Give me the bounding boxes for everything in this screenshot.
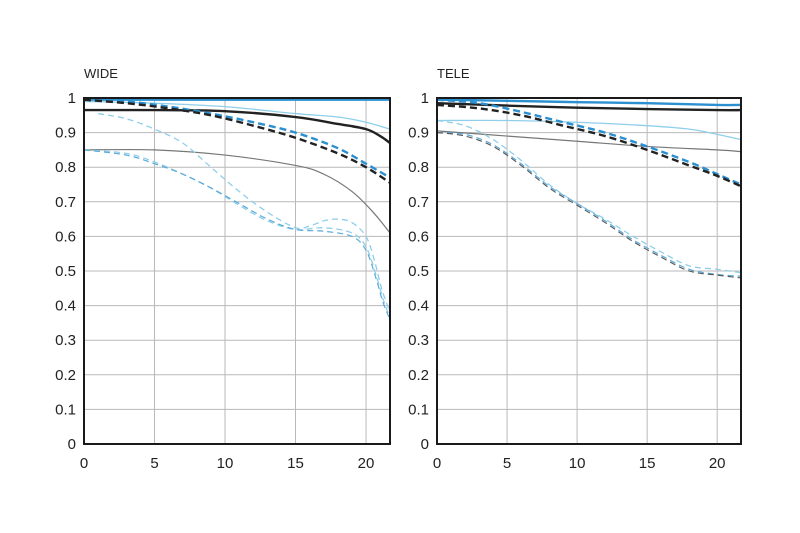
plot-frame bbox=[436, 97, 742, 445]
y-tick-label: 1 bbox=[421, 90, 429, 107]
plot-frame bbox=[83, 97, 391, 445]
series-line-2 bbox=[436, 101, 742, 112]
series-line-4 bbox=[83, 98, 391, 179]
x-tick-label: 10 bbox=[569, 455, 586, 472]
series-line-8 bbox=[83, 149, 391, 318]
y-tick-label: 0.4 bbox=[55, 298, 76, 315]
y-tick-label: 0.8 bbox=[408, 159, 429, 176]
y-tick-label: 0 bbox=[421, 436, 429, 453]
series-line-3 bbox=[83, 100, 391, 130]
x-tick-label: 0 bbox=[433, 455, 441, 472]
y-tick-label: 0 bbox=[68, 436, 76, 453]
y-tick-label: 0.3 bbox=[55, 332, 76, 349]
x-tick-label: 10 bbox=[217, 455, 234, 472]
chart-title: TELE bbox=[437, 66, 470, 81]
series-line-1 bbox=[436, 98, 742, 107]
chart-title: WIDE bbox=[84, 66, 118, 81]
x-tick-label: 15 bbox=[287, 455, 304, 472]
x-tick-label: 15 bbox=[639, 455, 656, 472]
series-line-5 bbox=[436, 98, 742, 186]
x-tick-label: 20 bbox=[358, 455, 375, 472]
series-line-7 bbox=[436, 119, 742, 274]
series-line-3 bbox=[436, 119, 742, 141]
series-line-2 bbox=[83, 108, 391, 144]
y-tick-label: 0.6 bbox=[408, 228, 429, 245]
y-tick-label: 0.8 bbox=[55, 159, 76, 176]
x-tick-label: 0 bbox=[80, 455, 88, 472]
y-tick-label: 0.2 bbox=[408, 367, 429, 384]
series-line-9 bbox=[83, 149, 391, 320]
series-line-4 bbox=[436, 130, 742, 153]
x-tick-label: 20 bbox=[709, 455, 726, 472]
series-line-9 bbox=[436, 132, 742, 279]
y-tick-label: 0.7 bbox=[55, 194, 76, 211]
x-tick-label: 5 bbox=[150, 455, 158, 472]
y-tick-label: 0.2 bbox=[55, 367, 76, 384]
y-tick-label: 0.5 bbox=[55, 263, 76, 280]
y-tick-label: 0.1 bbox=[408, 401, 429, 418]
x-tick-label: 5 bbox=[503, 455, 511, 472]
y-tick-label: 0.6 bbox=[55, 228, 76, 245]
y-tick-label: 0.9 bbox=[55, 125, 76, 142]
y-tick-label: 0.4 bbox=[408, 298, 429, 315]
series-line-7 bbox=[97, 112, 391, 313]
y-tick-label: 0.3 bbox=[408, 332, 429, 349]
series-line-8 bbox=[436, 132, 742, 277]
y-tick-label: 1 bbox=[68, 90, 76, 107]
series-line-6 bbox=[83, 148, 391, 234]
y-tick-label: 0.1 bbox=[55, 401, 76, 418]
series-line-6 bbox=[436, 103, 742, 188]
y-tick-label: 0.5 bbox=[408, 263, 429, 280]
y-tick-label: 0.7 bbox=[408, 194, 429, 211]
y-tick-label: 0.9 bbox=[408, 125, 429, 142]
series-line-5 bbox=[83, 98, 391, 184]
